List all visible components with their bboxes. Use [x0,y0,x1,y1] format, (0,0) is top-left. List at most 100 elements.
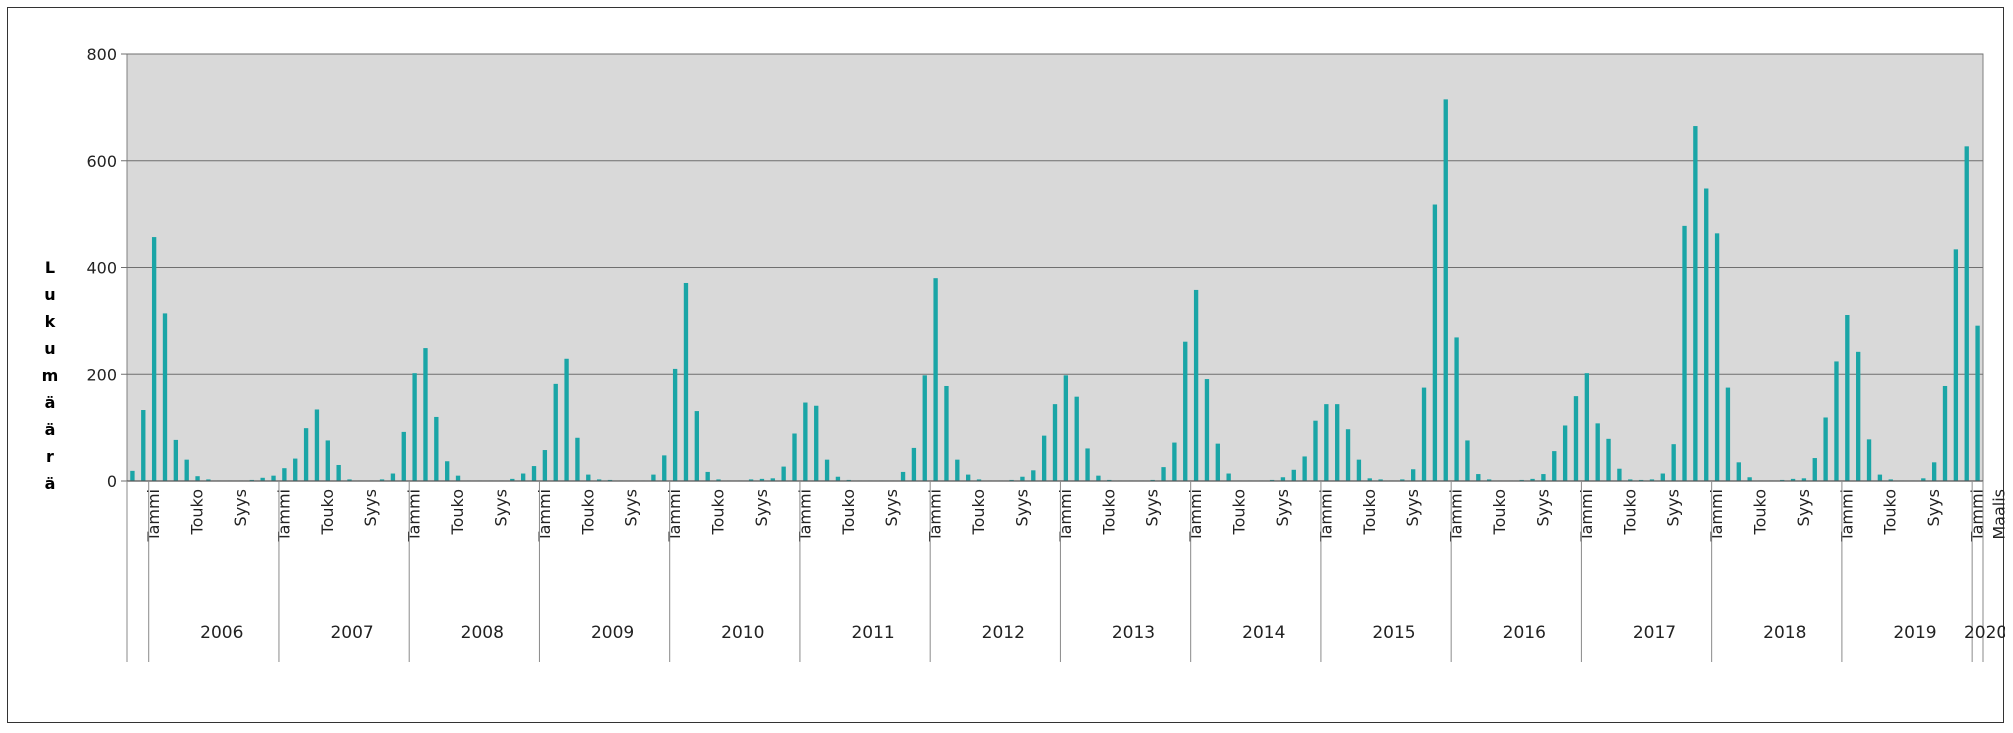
bar [814,405,819,481]
bar [1302,456,1307,481]
bar [336,464,341,481]
bar [1866,439,1872,481]
bar [1161,467,1166,481]
bar [662,455,667,481]
month-tick-label: Tammi [1056,489,1075,543]
bar [922,375,927,481]
month-tick-label: Tammi [1577,489,1596,543]
bar [1975,325,1980,481]
bar [966,474,971,481]
bar [1356,459,1362,481]
bar [1313,420,1318,481]
year-label: 2010 [721,623,764,643]
bar [1682,225,1687,481]
bar [1953,249,1959,481]
year-label: 2014 [1242,623,1285,643]
bar [1671,444,1676,481]
bar [1345,429,1351,481]
month-tick-label: Syys [752,489,771,526]
bar [282,468,287,481]
bar [955,459,960,481]
bar [542,450,548,481]
bar [1041,435,1047,481]
month-tick-label: Syys [1012,489,1031,526]
bar [1291,469,1296,481]
bar [1725,387,1731,481]
bar [347,479,352,481]
bar [1888,479,1893,481]
year-label: 2020 [1964,623,2005,643]
year-label: 2008 [461,623,504,643]
month-tick-label: Syys [1664,489,1683,526]
bar [455,475,461,481]
bar [531,466,537,481]
month-tick-label: Syys [1403,489,1422,526]
year-label: 2018 [1763,623,1806,643]
bar [303,428,309,481]
year-label: 2009 [591,623,634,643]
bar [1367,478,1372,481]
bar [151,237,157,481]
bar [1942,385,1948,481]
bar [390,473,396,481]
bar [1432,204,1438,481]
bar [1693,126,1698,481]
bar [1790,478,1796,481]
bar [1856,351,1861,481]
bar [130,470,135,481]
bar [141,410,146,481]
y-tick-label: 200 [86,365,117,384]
bar [1183,341,1188,481]
bar [206,479,211,481]
bar [1063,375,1069,481]
bar [553,383,558,481]
bar [672,368,678,481]
month-tick-label: Syys [1273,489,1292,526]
month-tick-label: Tammi [1186,489,1205,543]
bar [835,476,841,481]
bar [1411,469,1416,481]
bar [1845,315,1850,481]
bar [933,278,938,481]
month-tick-label: Touko [448,489,467,535]
year-label: 2017 [1633,623,1676,643]
bar [1584,373,1590,481]
month-tick-label: Tammi [1837,489,1856,543]
bar [1031,470,1036,481]
bar [1921,478,1926,481]
bar [1226,473,1231,481]
y-tick-label: 400 [86,259,117,278]
month-tick-label: Tammi [926,489,945,543]
bar [575,437,580,481]
bar [325,440,330,481]
month-tick-label: Tammi [1968,489,1987,543]
bar [1714,233,1720,481]
bar [1215,443,1220,481]
chart-frame: 0 200 400 600 800 Tammi Touko Syys Tammi Touko Syy… [7,7,2005,723]
bar [651,474,656,481]
bar [716,479,721,481]
bar [1378,479,1383,481]
month-tick-label: Tammi [1447,489,1466,543]
bar [1801,478,1807,481]
bar [596,479,602,481]
bar [1335,404,1340,481]
bar [1595,423,1600,481]
bar [412,373,417,481]
month-tick-label: Syys [361,489,380,526]
month-tick-label: Tammi [144,489,163,543]
month-tick-label: Tammi [1707,489,1726,543]
month-tick-label: Touko [1881,489,1900,535]
bar [759,478,765,481]
bar [1541,474,1546,481]
month-tick-label: Tammi [795,489,814,543]
month-tick-label: Syys [1533,489,1552,526]
y-tick-label: 800 [86,45,117,64]
bar [379,479,385,481]
bar [1812,458,1817,481]
year-label: 2016 [1503,623,1546,643]
bar [803,402,808,481]
year-label: 2006 [200,623,243,643]
bar [293,458,298,481]
month-tick-label: Tammi [274,489,293,543]
